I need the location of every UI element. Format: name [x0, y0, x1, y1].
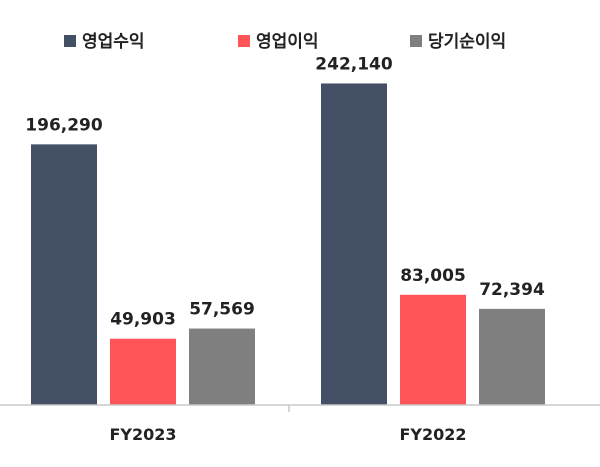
bar-fy2023-series-1 — [31, 144, 97, 406]
legend-label-1: 영업수익 — [82, 32, 145, 52]
data-label-fy2022-series-2: 83,005 — [400, 266, 466, 286]
legend: 영업수익 영업이익 당기순이익 — [64, 32, 506, 52]
category-labels: FY2023 FY2022 — [109, 425, 466, 444]
data-label-fy2022-series-1: 242,140 — [315, 54, 393, 74]
bar-fy2022-series-3 — [479, 308, 545, 405]
bars: 196,290 49,903 57,569 242,140 83,005 72,394 — [25, 54, 545, 406]
category-label-fy2022: FY2022 — [399, 425, 466, 444]
legend-swatch-2 — [238, 35, 250, 47]
data-label-fy2022-series-3: 72,394 — [479, 280, 545, 300]
data-label-fy2023-series-2: 49,903 — [110, 310, 176, 330]
bar-fy2022-series-2 — [400, 294, 466, 405]
bar-fy2023-series-2 — [110, 338, 176, 405]
category-label-fy2023: FY2023 — [109, 425, 176, 444]
legend-label-3: 당기순이익 — [428, 32, 506, 52]
bar-fy2022-series-1 — [321, 83, 387, 405]
legend-swatch-1 — [64, 35, 76, 47]
data-label-fy2023-series-1: 196,290 — [25, 115, 103, 135]
legend-label-2: 영업이익 — [256, 32, 319, 52]
legend-swatch-3 — [410, 35, 422, 47]
data-label-fy2023-series-3: 57,569 — [189, 300, 255, 320]
bar-fy2023-series-3 — [189, 328, 255, 405]
